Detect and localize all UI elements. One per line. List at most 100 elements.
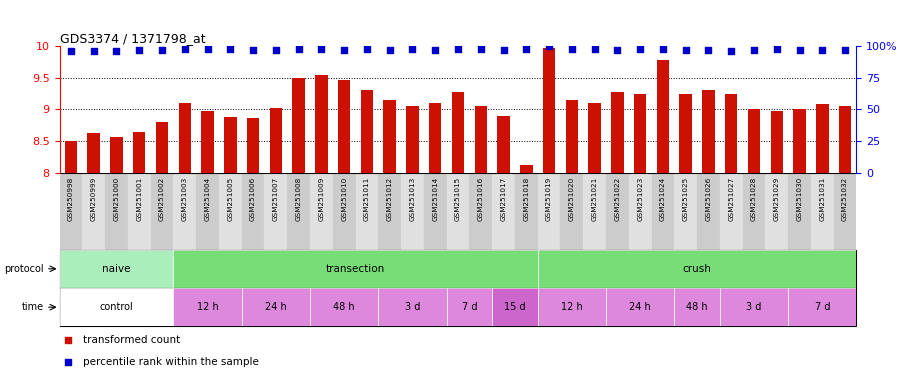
Text: 48 h: 48 h xyxy=(686,302,708,312)
Point xyxy=(656,46,671,52)
Text: GSM251011: GSM251011 xyxy=(364,177,370,221)
Text: GSM251013: GSM251013 xyxy=(409,177,416,221)
Bar xyxy=(447,173,469,250)
Text: GSM251023: GSM251023 xyxy=(638,177,643,221)
Bar xyxy=(202,111,213,173)
Point xyxy=(474,46,488,52)
Point xyxy=(724,48,738,54)
Point xyxy=(451,46,465,52)
Bar xyxy=(657,60,670,173)
Point xyxy=(747,47,761,53)
Point xyxy=(769,46,784,52)
Bar xyxy=(583,173,606,250)
Bar xyxy=(674,288,720,326)
Bar xyxy=(588,103,601,173)
Bar xyxy=(310,173,333,250)
Point xyxy=(337,47,352,53)
Bar xyxy=(60,250,173,288)
Point xyxy=(201,46,215,52)
Point xyxy=(519,46,534,52)
Text: 24 h: 24 h xyxy=(629,302,651,312)
Bar xyxy=(793,109,806,173)
Text: GSM251018: GSM251018 xyxy=(523,177,529,221)
Bar xyxy=(628,173,651,250)
Bar xyxy=(265,173,288,250)
Text: GSM251028: GSM251028 xyxy=(751,177,757,221)
Text: GSM251016: GSM251016 xyxy=(478,177,484,221)
Point xyxy=(564,46,579,52)
Point xyxy=(268,47,283,53)
Bar xyxy=(87,133,100,173)
Text: GSM251025: GSM251025 xyxy=(682,177,689,221)
Bar xyxy=(288,173,310,250)
Point xyxy=(223,46,237,52)
Text: percentile rank within the sample: percentile rank within the sample xyxy=(83,358,259,367)
Bar xyxy=(406,106,419,173)
Text: crush: crush xyxy=(682,264,712,274)
Text: GSM251021: GSM251021 xyxy=(592,177,597,221)
Point xyxy=(60,359,75,366)
Bar xyxy=(520,165,532,173)
Text: 15 d: 15 d xyxy=(504,302,526,312)
Text: GSM251017: GSM251017 xyxy=(500,177,507,221)
Text: GSM251019: GSM251019 xyxy=(546,177,552,221)
Text: GSM251002: GSM251002 xyxy=(159,177,165,221)
Bar xyxy=(242,173,265,250)
Bar xyxy=(355,173,378,250)
Bar xyxy=(173,173,196,250)
Bar xyxy=(128,173,150,250)
Bar xyxy=(384,100,396,173)
Bar xyxy=(110,137,123,173)
Bar xyxy=(242,288,310,326)
Point xyxy=(792,47,807,53)
Point xyxy=(178,46,192,52)
Bar xyxy=(133,132,146,173)
Bar xyxy=(156,122,169,173)
Point xyxy=(245,47,260,53)
Text: protocol: protocol xyxy=(4,264,44,274)
Text: GSM251004: GSM251004 xyxy=(204,177,211,221)
Bar xyxy=(173,250,538,288)
Bar xyxy=(333,173,355,250)
Text: control: control xyxy=(100,302,134,312)
Point xyxy=(610,47,625,53)
Text: GSM251032: GSM251032 xyxy=(842,177,848,221)
Point xyxy=(314,46,329,52)
Point xyxy=(382,47,397,53)
Bar xyxy=(834,173,856,250)
Point xyxy=(360,46,375,52)
Bar xyxy=(150,173,173,250)
Bar xyxy=(606,288,674,326)
Bar xyxy=(561,173,583,250)
Bar xyxy=(747,109,760,173)
Text: GSM250998: GSM250998 xyxy=(68,177,74,221)
Point xyxy=(63,48,78,54)
Bar xyxy=(269,108,282,173)
Bar xyxy=(565,100,578,173)
Text: GSM251012: GSM251012 xyxy=(387,177,393,221)
Point xyxy=(815,47,830,53)
Bar xyxy=(497,116,510,173)
Point xyxy=(109,48,124,54)
Text: transection: transection xyxy=(326,264,385,274)
Text: GSM251006: GSM251006 xyxy=(250,177,256,221)
Text: 7 d: 7 d xyxy=(814,302,830,312)
Point xyxy=(587,46,602,52)
Bar xyxy=(424,173,447,250)
Text: GSM251014: GSM251014 xyxy=(432,177,438,221)
Bar xyxy=(811,173,834,250)
Point xyxy=(291,46,306,52)
Bar xyxy=(816,104,829,173)
Bar xyxy=(173,288,242,326)
Bar xyxy=(680,94,692,173)
Text: GSM251007: GSM251007 xyxy=(273,177,278,221)
Text: GSM251024: GSM251024 xyxy=(660,177,666,221)
Bar xyxy=(788,173,811,250)
Point xyxy=(405,46,420,52)
Point xyxy=(132,47,147,53)
Text: GDS3374 / 1371798_at: GDS3374 / 1371798_at xyxy=(60,32,205,45)
Text: GSM251031: GSM251031 xyxy=(819,177,825,221)
Bar xyxy=(179,103,191,173)
Text: GSM251009: GSM251009 xyxy=(319,177,324,221)
Bar xyxy=(492,288,538,326)
